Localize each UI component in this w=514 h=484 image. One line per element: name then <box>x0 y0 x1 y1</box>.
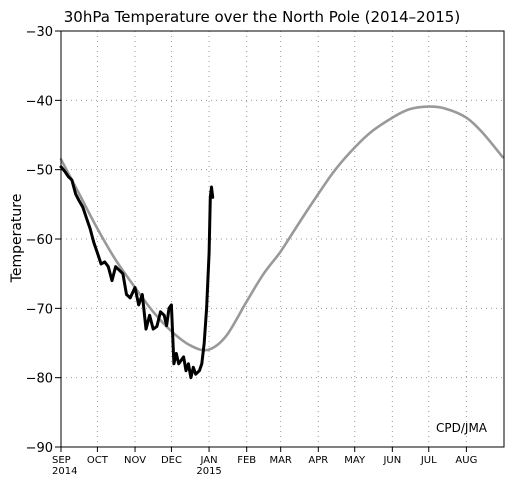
x-tick-label: JUL <box>420 455 437 466</box>
y-tick-label: −60 <box>26 233 53 248</box>
x-tick-sublabel: 2015 <box>196 466 221 477</box>
x-tick-label: OCT <box>87 455 109 466</box>
x-tick-label: APR <box>308 455 328 466</box>
plot-frame <box>60 30 505 448</box>
y-tick-label: −30 <box>26 25 53 40</box>
y-tick-label: −40 <box>26 94 53 109</box>
x-tick-label: DEC <box>161 455 182 466</box>
x-tick-label: SEP <box>52 455 71 466</box>
credit-label: CPD/JMA <box>436 421 488 435</box>
x-tick-label: MAR <box>269 455 291 466</box>
y-tick-label: −70 <box>26 302 53 317</box>
x-tick-label: NOV <box>124 455 146 466</box>
observed-temperature-line <box>59 165 215 380</box>
x-tick-sublabel: 2014 <box>52 466 77 477</box>
x-tick-label: MAY <box>344 455 366 466</box>
y-axis: −90 −80 −70 −60 −50 −40 −30 <box>26 25 61 456</box>
x-tick-label: AUG <box>455 455 477 466</box>
y-tick-label: −90 <box>26 441 53 456</box>
chart-title: 30hPa Temperature over the North Pole (2… <box>64 8 460 26</box>
y-axis-label: Temperature <box>9 194 25 284</box>
x-tick-label: JAN <box>200 455 218 466</box>
series-layer <box>59 105 505 380</box>
climatology-line <box>59 105 505 352</box>
y-tick-label: −50 <box>26 164 53 179</box>
x-tick-label: JUN <box>382 455 401 466</box>
y-tick-label: −80 <box>26 372 53 387</box>
grid-lines <box>61 31 504 447</box>
x-tick-label: FEB <box>237 455 256 466</box>
